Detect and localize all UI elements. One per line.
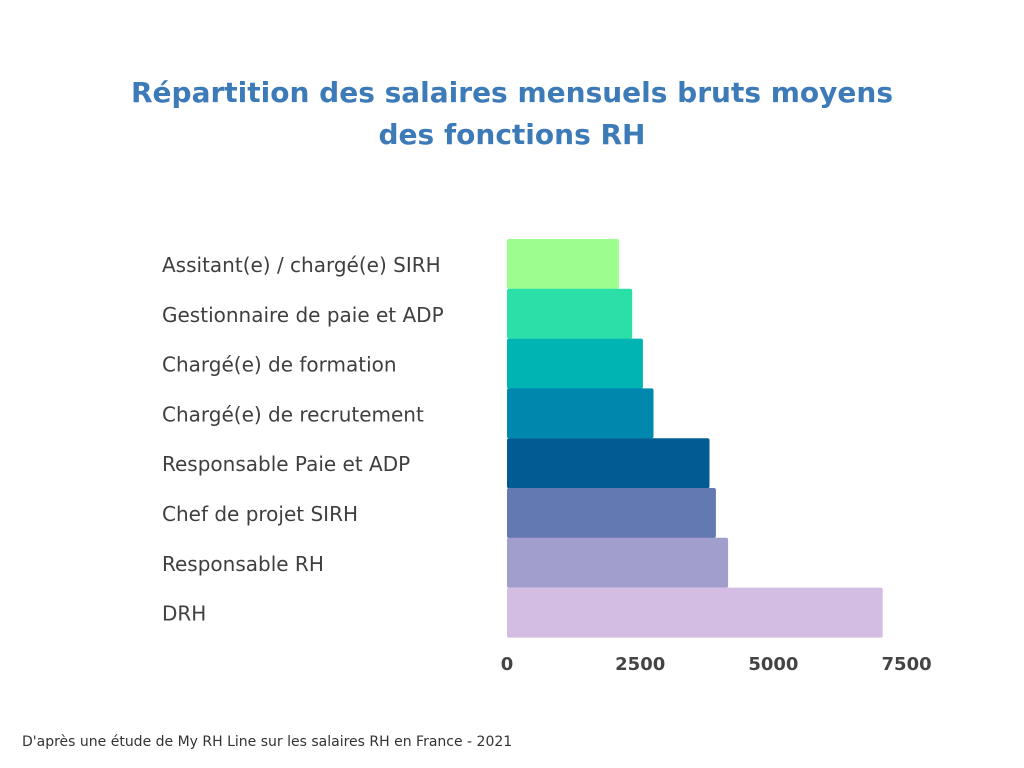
x-tick-label-0: 0: [501, 654, 514, 675]
bar-7: [507, 587, 883, 638]
bar-0: [507, 239, 619, 289]
chart-title: Répartition des salaires mensuels bruts …: [0, 72, 1024, 156]
category-label-4: Responsable Paie et ADP: [162, 452, 410, 476]
category-label-3: Chargé(e) de recrutement: [162, 402, 424, 426]
bar-2: [507, 338, 643, 389]
bar-5: [507, 488, 716, 538]
chart-title-line-2: des fonctions RH: [378, 118, 646, 151]
x-tick-label-1: 2500: [615, 654, 665, 675]
category-label-2: Chargé(e) de formation: [162, 353, 397, 377]
category-label-0: Assitant(e) / chargé(e) SIRH: [162, 253, 441, 277]
category-label-7: DRH: [162, 602, 206, 626]
bar-6: [507, 537, 729, 588]
x-axis-ticks-group: 0 2500 5000 7500: [501, 654, 932, 675]
x-tick-label-2: 5000: [748, 654, 798, 675]
category-label-5: Chef de projet SIRH: [162, 502, 358, 526]
bar-4: [507, 438, 710, 489]
source-note: D'après une étude de My RH Line sur les …: [22, 734, 513, 750]
category-label-6: Responsable RH: [162, 552, 324, 576]
x-tick-label-3: 7500: [882, 654, 932, 675]
bars-group: [507, 239, 883, 638]
category-label-1: Gestionnaire de paie et ADP: [162, 303, 444, 327]
bar-3: [507, 388, 654, 439]
category-labels-group: Assitant(e) / chargé(e) SIRH Gestionnaire…: [162, 253, 444, 626]
bar-1: [507, 288, 633, 339]
chart-title-line-1: Répartition des salaires mensuels bruts …: [130, 76, 894, 109]
